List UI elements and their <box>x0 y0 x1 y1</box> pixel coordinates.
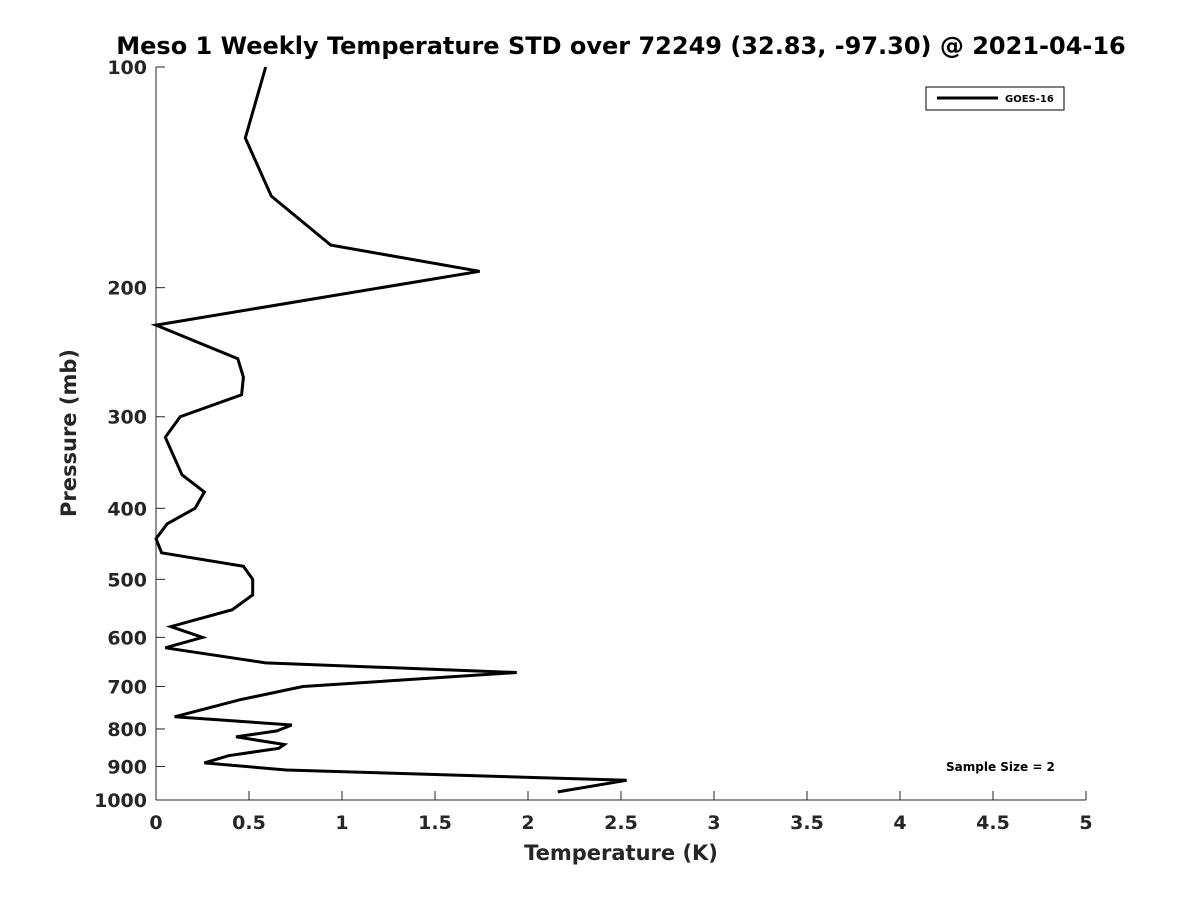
x-tick-label: 2 <box>521 812 534 834</box>
y-tick-label: 1000 <box>94 790 147 812</box>
legend: GOES-16 <box>925 86 1065 111</box>
x-tick-label: 1 <box>335 812 348 834</box>
x-tick-label: 3 <box>707 812 720 834</box>
x-tick-label: 2.5 <box>604 812 638 834</box>
chart-title: Meso 1 Weekly Temperature STD over 72249… <box>116 32 1126 60</box>
y-tick-label: 900 <box>107 756 147 778</box>
x-tick-label: 0.5 <box>232 812 266 834</box>
x-axis-label: Temperature (K) <box>524 841 718 865</box>
y-tick-label: 800 <box>107 719 147 741</box>
x-tick-label: 4.5 <box>976 812 1010 834</box>
y-tick-label: 600 <box>107 627 147 649</box>
y-tick-label: 300 <box>107 407 147 429</box>
x-tick-label: 5 <box>1079 812 1092 834</box>
sample-size-annotation: Sample Size = 2 <box>946 760 1055 774</box>
x-tick-label: 3.5 <box>790 812 824 834</box>
y-ticks: 100 200 300 400 500 600 700 800 900 1000 <box>94 57 165 812</box>
series-line-goes-16 <box>150 66 627 794</box>
y-tick-label: 400 <box>107 498 147 520</box>
x-ticks: 0 0.5 1 1.5 2 2.5 3 3.5 4 4.5 5 <box>149 791 1093 834</box>
y-axis-label: Pressure (mb) <box>57 349 81 517</box>
x-tick-label: 1.5 <box>418 812 452 834</box>
y-tick-label: 500 <box>107 569 147 591</box>
legend-label: GOES-16 <box>1005 94 1054 105</box>
x-tick-label: 4 <box>893 812 906 834</box>
x-tick-label: 0 <box>149 812 162 834</box>
y-tick-label: 200 <box>107 278 147 300</box>
y-tick-label: 100 <box>107 57 147 79</box>
y-tick-label: 700 <box>107 676 147 698</box>
